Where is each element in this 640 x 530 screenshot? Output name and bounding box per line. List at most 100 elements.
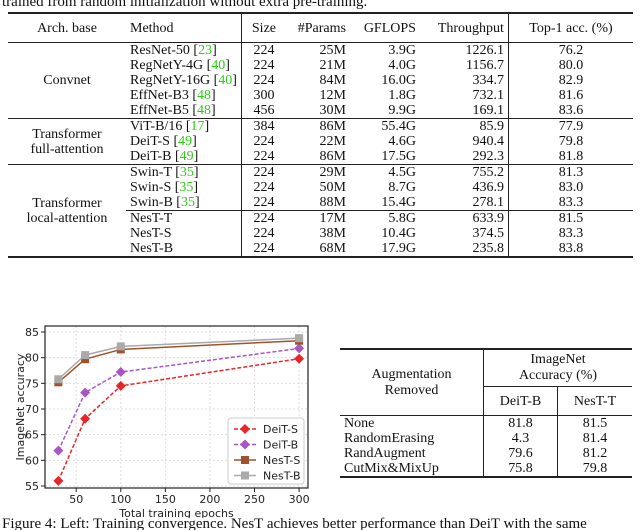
table-row: DeiT-S [49] 224 22M 4.6G 940.4 79.8	[8, 134, 633, 149]
table-row: NesT-T 224 17M 5.8G 633.9 81.5	[8, 210, 633, 226]
size-cell: 224	[253, 180, 275, 195]
params-cell: 21M	[319, 58, 346, 73]
throughput-cell: 1156.7	[419, 58, 509, 73]
table-row: Swin-B [35] 224 88M 15.4G 278.1 83.3	[8, 195, 633, 211]
gflops-cell: 55.4G	[349, 118, 420, 134]
method-name: Swin-T	[130, 165, 172, 180]
nest-t-acc: 81.5	[582, 416, 608, 431]
method-cell: Swin-S [35]	[126, 180, 242, 195]
x-tick-label: 300	[289, 493, 310, 506]
size-cell: 224	[253, 58, 275, 73]
table-row: RandAugment 79.6 81.2	[340, 446, 632, 461]
nest-t-acc: 81.4	[582, 431, 608, 446]
citation-link[interactable]: 35	[179, 180, 194, 195]
size-cell: 384	[241, 118, 286, 134]
citation-link[interactable]: 17	[190, 119, 205, 134]
arch-base-l1: Transformer	[32, 126, 102, 142]
gflops-cell: 8.7G	[388, 180, 416, 195]
params-cell: 30M	[319, 103, 346, 118]
citation-link[interactable]: 23	[198, 43, 213, 58]
data-point-deit-s	[53, 475, 64, 486]
size-cell: 224	[241, 210, 286, 226]
x-tick-label: 50	[69, 493, 83, 506]
table-row: RegNetY-16G [40] 224 84M 16.0G 334.7 82.9	[8, 73, 633, 88]
x-tick-label: 200	[199, 493, 220, 506]
arch-base-l1: Transformer	[32, 195, 102, 211]
arch-base-cell: Convnet	[8, 43, 126, 119]
params-cell: 88M	[319, 195, 346, 210]
header-augmentation: Augmentation Removed	[340, 349, 484, 416]
deit-b-acc: 4.3	[483, 431, 559, 446]
intro-text: trained from random initialization witho…	[2, 0, 368, 10]
augmentation-table: Augmentation Removed ImageNet Accuracy (…	[340, 348, 632, 478]
series-line-deit-s	[57, 357, 300, 482]
params-cell: 38M	[319, 226, 346, 241]
table-row: Swin-S [35] 224 50M 8.7G 436.9 83.0	[8, 180, 633, 195]
size-cell: 300	[253, 88, 275, 103]
accuracy-cell: 79.8	[558, 134, 584, 149]
data-point-nest-b	[81, 351, 90, 360]
accuracy-cell: 81.5	[508, 210, 633, 226]
data-point-deit-b	[80, 387, 91, 398]
series-line-deit-b	[57, 347, 300, 451]
params-cell: 12M	[319, 88, 346, 103]
throughput-cell: 633.9	[419, 210, 509, 226]
header-size: Size	[241, 12, 286, 43]
throughput-cell: 732.1	[419, 88, 509, 103]
params-cell: 29M	[285, 164, 350, 180]
header-method: Method	[126, 12, 242, 43]
plot-frame	[44, 325, 309, 489]
size-cell: 224	[253, 134, 275, 149]
header-nest-t: NesT-T	[573, 393, 617, 409]
augmentation-name: CutMix&MixUp	[340, 461, 484, 477]
nest-t-acc: 81.2	[582, 446, 608, 461]
citation-link[interactable]: 35	[180, 195, 195, 210]
method-name: RegNetY-16G	[130, 73, 211, 88]
augmentation-name: None	[340, 415, 484, 431]
data-point-deit-s	[80, 413, 91, 424]
citation-link[interactable]: 49	[179, 149, 194, 164]
augmentation-name: RandAugment	[340, 446, 484, 461]
header-deit-b: DeiT-B	[483, 386, 559, 416]
accuracy-cell: 82.9	[558, 73, 584, 88]
x-tick-label: 250	[244, 493, 265, 506]
params-cell: 25M	[319, 43, 346, 58]
comparison-table: Arch. base Method Size #Params GFLOPS Th…	[8, 12, 633, 258]
size-cell: 224	[253, 149, 275, 164]
accuracy-cell: 80.0	[558, 58, 584, 73]
y-tick-label: 80	[25, 352, 39, 365]
citation-link[interactable]: 40	[211, 58, 226, 73]
table-row: Convnet ResNet-50 [23] 224 25M 3.9G 1226.1 76.…	[8, 42, 633, 88]
accuracy-cell: 83.3	[558, 226, 584, 241]
header-params: #Params	[285, 12, 350, 43]
header-acc: Top-1 acc. (%)	[508, 12, 633, 43]
x-tick-label: 100	[110, 493, 131, 506]
legend-label: NesT-S	[263, 454, 300, 467]
y-tick-label: 65	[25, 429, 39, 442]
accuracy-cell: 83.6	[558, 103, 584, 118]
method-cell: ViT-B/16 [17]	[126, 118, 242, 134]
header-imagenet-l2: Accuracy (%)	[518, 368, 598, 383]
header-imagenet: ImageNet Accuracy (%)	[483, 349, 632, 387]
citation-link[interactable]: 40	[218, 73, 233, 88]
series-line-nest-b	[57, 337, 300, 380]
gflops-cell: 3.9G	[388, 43, 416, 58]
citation-link[interactable]: 35	[179, 165, 194, 180]
size-cell: 224	[253, 73, 275, 88]
method-name: NesT-T	[130, 211, 173, 226]
accuracy-cell: 81.8	[558, 149, 584, 164]
table-row: EffNet-B3 [48] 300 12M 1.8G 732.1 81.6	[8, 88, 633, 103]
y-axis-label: ImageNet accuracy	[14, 353, 27, 460]
legend-marker	[240, 424, 250, 434]
y-tick-label: 55	[25, 480, 39, 493]
accuracy-cell: 83.3	[558, 195, 584, 210]
throughput-cell: 1226.1	[419, 42, 509, 58]
gflops-cell: 4.6G	[388, 134, 416, 149]
deit-b-acc: 75.8	[483, 461, 559, 477]
throughput-cell: 940.4	[419, 134, 509, 149]
citation-link[interactable]: 49	[178, 134, 193, 149]
params-cell: 86M	[285, 118, 350, 134]
citation-link[interactable]: 48	[197, 88, 212, 103]
citation-link[interactable]: 48	[197, 103, 212, 118]
